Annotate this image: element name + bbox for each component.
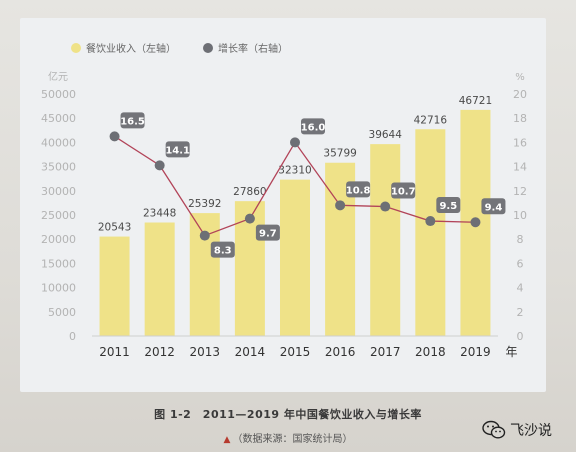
growth-value-label: 9.4 <box>485 202 503 213</box>
growth-label-box <box>436 197 461 214</box>
bar-value-label: 25392 <box>188 198 221 210</box>
bar-series <box>99 109 491 336</box>
bar <box>99 236 130 336</box>
bar-value-label: 20543 <box>98 222 131 234</box>
bar-value-label: 23448 <box>143 208 176 220</box>
x-axis: 2011 2012 2013 2014 2015 2016 2017 2018 2019 年 <box>92 335 517 359</box>
right-tick-label: 6 <box>517 257 524 270</box>
bar <box>415 129 446 336</box>
left-tick-label: 25000 <box>41 209 76 222</box>
right-tick-label: 14 <box>513 161 527 174</box>
right-tick-label: 18 <box>513 112 527 125</box>
growth-marker <box>470 217 481 228</box>
watermark: 飞沙说 <box>482 420 552 440</box>
left-tick-label: 20000 <box>41 233 76 246</box>
x-tick-label: 2011 <box>99 345 130 359</box>
growth-label-box <box>255 224 280 241</box>
bar-value-label: 35799 <box>323 148 356 160</box>
legend-bar-swatch <box>71 43 81 53</box>
bar-value-label: 32310 <box>278 165 311 177</box>
growth-value-label: 14.1 <box>165 145 190 156</box>
growth-marker <box>290 137 300 148</box>
bar-labels: 20543 23448 25392 27860 32310 35799 39644 42716… <box>98 95 492 234</box>
left-tick-label: 5000 <box>48 306 76 319</box>
bar <box>234 201 265 336</box>
left-tick-label: 35000 <box>41 161 76 174</box>
wechat-icon <box>482 420 506 440</box>
growth-label-box <box>165 141 190 158</box>
bar-value-label: 42716 <box>414 114 448 126</box>
figure-source: ▲ （数据来源：国家统计局） <box>0 430 576 445</box>
growth-value-label: 8.3 <box>214 246 232 257</box>
left-tick-label: 0 <box>69 330 76 343</box>
x-tick-label: 2014 <box>235 345 266 359</box>
right-tick-label: 16 <box>513 136 527 149</box>
growth-value-label: 16.0 <box>301 122 326 133</box>
bar-value-label: 39644 <box>369 129 403 141</box>
bar <box>370 144 401 336</box>
right-tick-label: 4 <box>517 282 524 295</box>
bar-value-label: 27860 <box>233 186 266 198</box>
growth-label-box <box>120 112 145 129</box>
legend-line-label: 增长率（右轴） <box>218 42 288 55</box>
right-tick-label: 0 <box>517 330 524 343</box>
growth-label-box <box>391 182 416 199</box>
right-tick-label: 12 <box>513 185 527 198</box>
x-tick-label: 2012 <box>144 345 175 359</box>
growth-label-box <box>210 241 235 258</box>
right-axis: % 0 2 4 6 8 10 12 14 16 18 20 <box>513 72 527 343</box>
right-tick-label: 20 <box>513 88 527 101</box>
growth-value-label: 10.7 <box>391 187 416 198</box>
bar <box>144 222 175 336</box>
growth-label-box <box>346 181 371 198</box>
growth-label-box <box>481 198 506 215</box>
figure-caption: 图 1-2 2011—2019 年中国餐饮业收入与增长率 <box>154 408 422 421</box>
growth-value-label: 9.7 <box>259 229 277 240</box>
left-tick-label: 45000 <box>41 112 76 125</box>
left-tick-label: 30000 <box>41 185 76 198</box>
growth-marker <box>199 230 210 241</box>
x-tick-label: 2017 <box>370 345 401 359</box>
left-tick-label: 15000 <box>41 257 76 270</box>
growth-value-label: 9.5 <box>439 201 457 212</box>
growth-marker <box>244 213 255 224</box>
growth-value-label: 16.5 <box>120 116 145 127</box>
chart-card: 餐饮业收入（左轴） 增长率（右轴） 亿元 0 5000 10000 15000 20000 2… <box>20 18 546 392</box>
bar <box>280 179 310 336</box>
right-tick-label: 10 <box>513 209 527 222</box>
x-tick-label: 2015 <box>280 345 311 359</box>
left-tick-label: 50000 <box>41 88 76 101</box>
legend-line-swatch <box>203 43 213 53</box>
legend-bar-label: 餐饮业收入（左轴） <box>86 42 176 55</box>
right-tick-label: 8 <box>517 233 524 246</box>
right-tick-label: 2 <box>517 306 524 319</box>
source-marker: ▲ <box>223 435 231 445</box>
line-series: 16.5 14.1 8.3 9.7 16.0 10.8 10.7 9.5 9.4 <box>109 112 506 258</box>
source-text: （数据来源：国家统计局） <box>232 434 353 445</box>
legend: 餐饮业收入（左轴） 增长率（右轴） <box>71 42 288 55</box>
growth-marker <box>425 216 436 227</box>
combo-chart: 餐饮业收入（左轴） 增长率（右轴） 亿元 0 5000 10000 15000 20000 2… <box>41 42 527 359</box>
growth-label-box <box>301 118 325 135</box>
left-axis-unit: 亿元 <box>48 70 68 83</box>
left-tick-label: 10000 <box>41 282 76 295</box>
left-tick-label: 40000 <box>41 136 76 149</box>
watermark-text: 飞沙说 <box>510 423 552 439</box>
bar-value-label: 46721 <box>459 95 492 107</box>
x-axis-unit: 年 <box>505 345 517 359</box>
right-axis-unit: % <box>515 72 525 83</box>
growth-marker <box>154 160 165 171</box>
x-tick-label: 2013 <box>190 345 221 359</box>
x-tick-label: 2019 <box>460 345 491 359</box>
growth-marker <box>380 201 391 212</box>
x-tick-label: 2018 <box>415 345 446 359</box>
growth-marker <box>109 131 120 142</box>
x-tick-label: 2016 <box>325 345 356 359</box>
growth-marker <box>335 200 346 211</box>
left-axis: 亿元 0 5000 10000 15000 20000 25000 30000 35000 400… <box>41 70 76 343</box>
growth-value-label: 10.8 <box>346 185 371 196</box>
